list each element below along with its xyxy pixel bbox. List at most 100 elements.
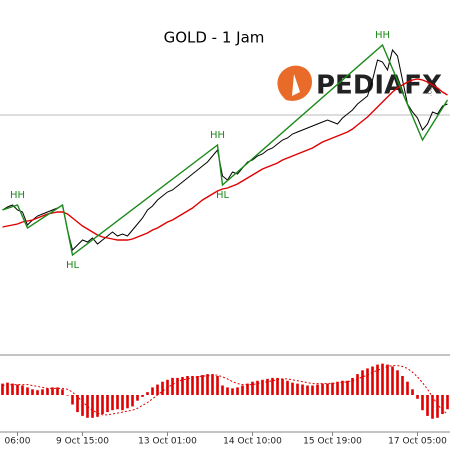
histogram-bar (221, 385, 224, 395)
histogram-bar (196, 376, 199, 395)
histogram-bar (441, 395, 444, 414)
histogram-bar (401, 376, 404, 395)
zigzag-label: HH (10, 190, 25, 201)
histogram-bar (11, 383, 14, 395)
histogram-bar (311, 385, 314, 395)
histogram-bar (356, 374, 359, 395)
histogram-bar (436, 395, 439, 418)
histogram-bar (281, 378, 284, 395)
histogram-bar (6, 382, 9, 395)
histogram-bar (21, 385, 24, 395)
histogram-bar (336, 381, 339, 395)
histogram-bar (1, 383, 4, 395)
histogram-bar (341, 380, 344, 395)
histogram-bar (191, 376, 194, 395)
histogram-bar (316, 384, 319, 395)
histogram-bar (101, 395, 104, 414)
histogram-bar (371, 366, 374, 395)
histogram-bar (331, 382, 334, 395)
histogram-bar (256, 380, 259, 395)
zigzag-label: HH (210, 130, 225, 141)
histogram-bar (276, 377, 279, 395)
histogram-bar (326, 383, 329, 395)
histogram-bar (146, 392, 149, 395)
zigzag-label: HH (375, 30, 390, 41)
histogram-bar (361, 370, 364, 395)
histogram-bar (171, 377, 174, 395)
histogram-bar (106, 395, 109, 413)
histogram-bar (206, 374, 209, 395)
histogram-bar (161, 381, 164, 395)
histogram-bar (156, 384, 159, 395)
histogram-bar (211, 374, 214, 395)
zigzag-label: HL (216, 190, 230, 201)
histogram-bar (391, 366, 394, 395)
watermark-suffix: .COM (428, 83, 434, 96)
watermark-text: PEDIAFX (316, 71, 442, 101)
histogram-bar (46, 388, 49, 395)
x-tick-label: 06:00 (5, 437, 31, 447)
histogram-bar (406, 381, 409, 395)
histogram-bar (416, 395, 419, 399)
histogram-bar (421, 395, 424, 411)
histogram-bar (431, 395, 434, 419)
histogram-bar (91, 395, 94, 418)
histogram-bar (236, 387, 239, 395)
histogram-bar (176, 377, 179, 395)
histogram-bar (201, 375, 204, 395)
histogram-bar (426, 395, 429, 416)
histogram-bar (301, 384, 304, 395)
histogram-bar (376, 364, 379, 395)
signal-line (2, 365, 448, 416)
histogram-bar (116, 395, 119, 410)
histogram-bar (381, 363, 384, 395)
histogram-bar (181, 376, 184, 395)
histogram-bar (291, 382, 294, 395)
watermark-logo (277, 65, 312, 101)
histogram-bar (56, 387, 59, 395)
histogram-bar (241, 385, 244, 395)
histogram-bar (16, 384, 19, 395)
histogram-bar (261, 379, 264, 395)
histogram-bar (111, 395, 114, 411)
histogram-bar (296, 383, 299, 395)
histogram-bar (131, 395, 134, 407)
histogram-bar (386, 364, 389, 395)
histogram-bar (271, 377, 274, 395)
histogram-bar (346, 380, 349, 395)
x-tick-label: 17 Oct 05:00 (388, 437, 447, 447)
histogram-bar (226, 387, 229, 395)
histogram-bar (366, 368, 369, 395)
histogram-bar (231, 388, 234, 395)
histogram-bar (121, 395, 124, 411)
x-tick-label: 9 Oct 15:00 (56, 437, 109, 447)
histogram-bar (411, 389, 414, 395)
price-line-series (2, 48, 448, 251)
histogram-bar (61, 389, 64, 395)
histogram-bar (51, 387, 54, 395)
histogram-bar (246, 383, 249, 395)
histogram-bar (396, 370, 399, 395)
histogram-bar (306, 385, 309, 395)
histogram-bar (126, 395, 129, 409)
histogram-bar (26, 387, 29, 395)
x-tick-label: 14 Oct 10:00 (223, 437, 282, 447)
zigzag (2, 43, 449, 257)
histogram-bar (71, 395, 74, 405)
histogram-bar (186, 376, 189, 395)
x-tick-label: 15 Oct 19:00 (303, 437, 362, 447)
histogram-bar (36, 390, 39, 395)
histogram-bar (351, 377, 354, 395)
moving-average (2, 78, 448, 241)
zigzag-label: HL (66, 260, 80, 271)
histogram-bar (86, 395, 89, 418)
histogram-bar (446, 395, 449, 410)
histogram-bar (216, 376, 219, 395)
logo-cut (292, 74, 300, 96)
histogram-bar (151, 387, 154, 395)
x-tick-label: 13 Oct 01:00 (138, 437, 197, 447)
histogram-bar (266, 378, 269, 395)
histogram-bar (76, 395, 79, 413)
histogram-bar (96, 395, 99, 417)
